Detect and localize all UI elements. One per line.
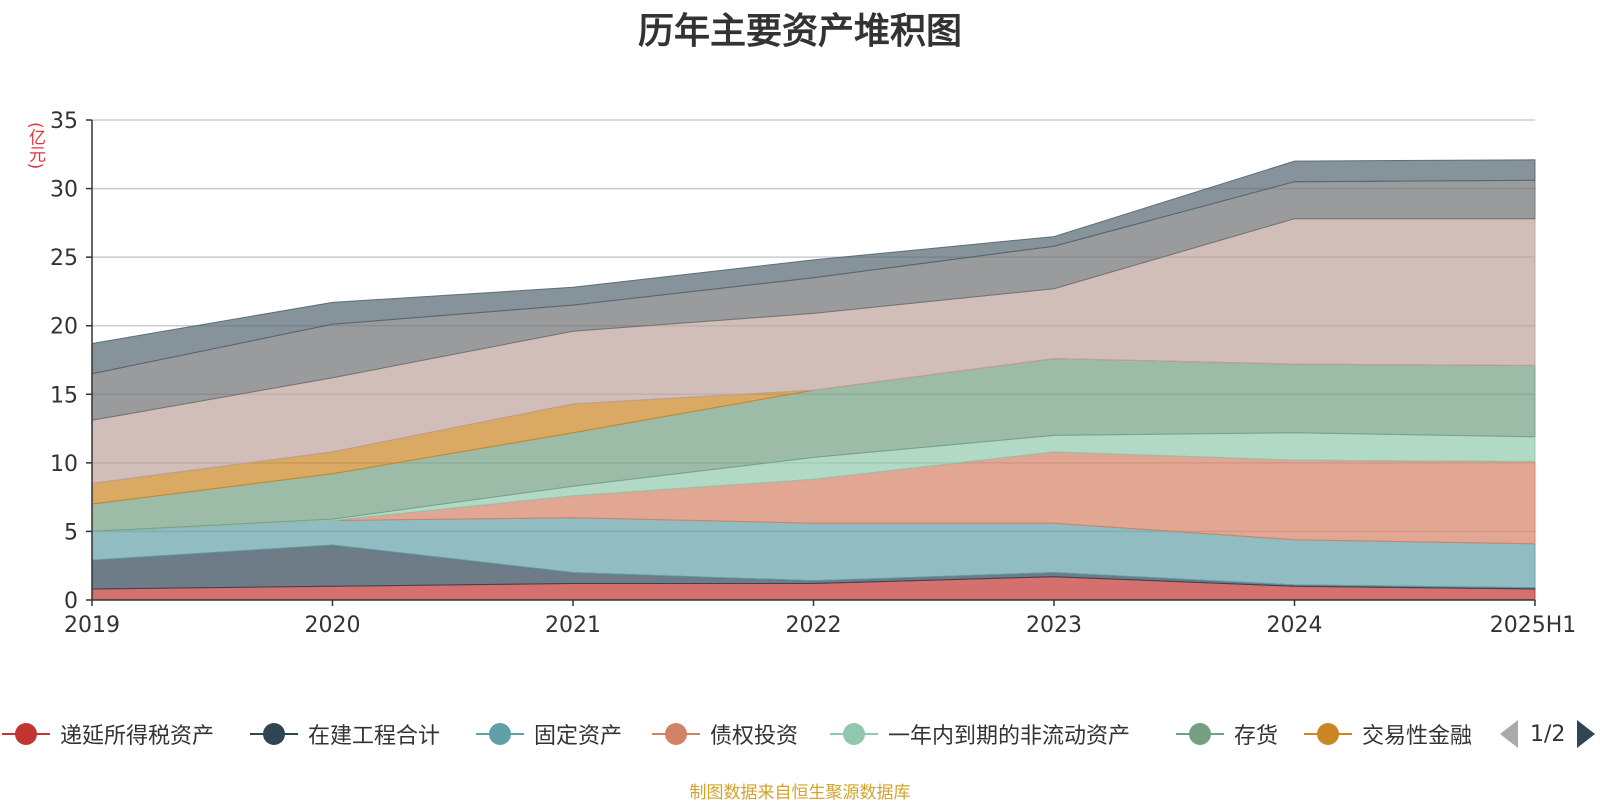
y-tick-label: 20: [50, 315, 78, 340]
legend-label: 递延所得税资产: [60, 724, 215, 749]
legend-label: 固定资产: [534, 724, 623, 749]
legend-label: 存货: [1234, 724, 1279, 749]
legend-item[interactable]: 一年内到期的非流动资产: [830, 716, 1130, 752]
legend-prev-page-icon[interactable]: [1500, 720, 1518, 748]
legend-marker-icon: [1176, 722, 1224, 746]
y-axis-unit-label: (亿元): [25, 122, 45, 170]
area-series-10[interactable]: [91, 159, 1536, 375]
legend-label: 债权投资: [710, 724, 799, 749]
legend-label: 一年内到期的非流动资产: [888, 724, 1131, 749]
chart-title: 历年主要资产堆积图: [637, 11, 962, 52]
y-tick-label: 25: [50, 246, 78, 271]
legend-item[interactable]: 交易性金融: [1304, 716, 1472, 752]
axes: 0 5 10 15 20 25 30 35 2019 2020 2021 2022 2023 2024 20…: [50, 109, 1576, 638]
legend-label: 交易性金融: [1362, 724, 1473, 749]
legend-item[interactable]: 债权投资: [652, 716, 798, 752]
legend-label: 在建工程合计: [308, 724, 441, 749]
y-tick-label: 15: [50, 383, 78, 408]
legend-marker-icon: [830, 722, 878, 746]
y-tick-label: 10: [50, 452, 78, 477]
legend-page-indicator: 1/2: [1530, 721, 1566, 747]
y-tick-label: 30: [50, 178, 78, 203]
legend-item[interactable]: 存货: [1176, 716, 1278, 752]
x-tick-label: 2025H1: [1490, 613, 1577, 638]
x-tick-label: 2024: [1267, 613, 1323, 638]
y-tick-label: 0: [64, 589, 78, 614]
legend-marker-icon: [1304, 722, 1352, 746]
legend-marker-icon: [2, 722, 50, 746]
x-tick-label: 2020: [305, 613, 361, 638]
legend-item[interactable]: 在建工程合计: [250, 716, 440, 752]
legend-pager: 1/2: [1500, 716, 1596, 752]
stacked-area-chart: 0 5 10 15 20 25 30 35 2019 2020 2021 2022 2023 2024 20…: [50, 109, 1576, 638]
y-tick-label: 5: [64, 520, 78, 545]
x-tick-label: 2021: [545, 613, 601, 638]
source-note: 制图数据来自恒生聚源数据库: [689, 783, 911, 803]
legend: 递延所得税资产 在建工程合计 固定资产 债权投资 一年内到期的非流动资产 存货 交易性金融: [0, 716, 1600, 752]
legend-marker-icon: [476, 722, 524, 746]
x-tick-label: 2023: [1026, 613, 1082, 638]
x-tick-label: 2019: [64, 613, 120, 638]
y-tick-label: 35: [50, 109, 78, 134]
legend-marker-icon: [652, 722, 700, 746]
legend-marker-icon: [250, 722, 298, 746]
area-series-layer: [91, 159, 1536, 601]
legend-item[interactable]: 固定资产: [476, 716, 622, 752]
legend-item[interactable]: 递延所得税资产: [2, 716, 214, 752]
x-tick-label: 2022: [786, 613, 842, 638]
legend-next-page-icon[interactable]: [1577, 720, 1596, 748]
